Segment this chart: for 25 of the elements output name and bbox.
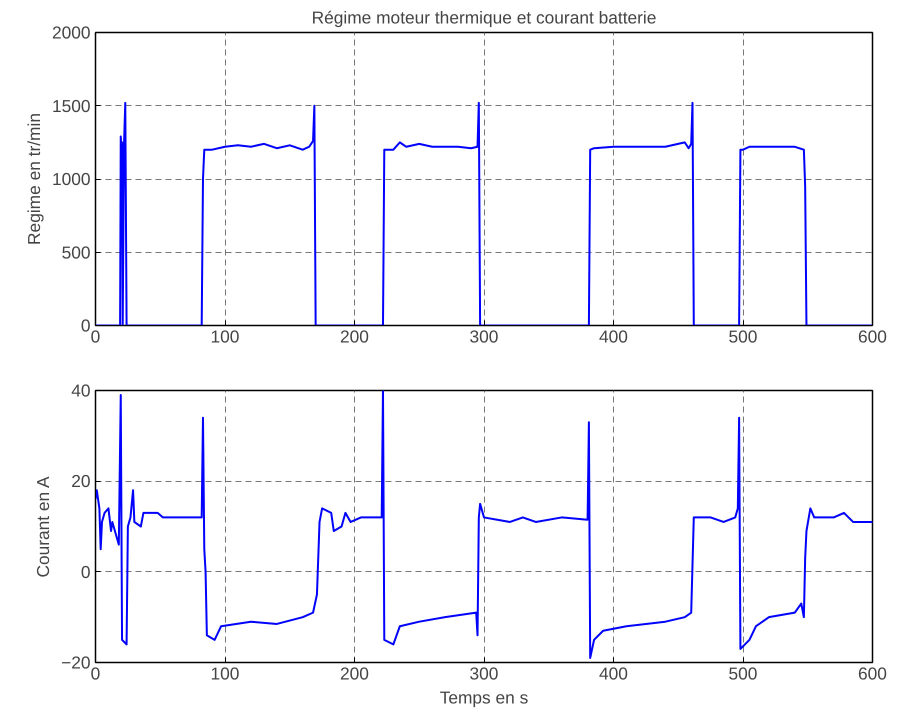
- x-tick-label: 300: [470, 664, 498, 684]
- x-tick-label: 600: [858, 326, 887, 346]
- y-axis-title: Courant en A: [33, 476, 54, 578]
- x-tick-label: 600: [858, 664, 887, 684]
- chart-title: Régime moteur thermique et courant batterie: [312, 8, 656, 28]
- x-axis-title: Temps en s: [440, 688, 529, 708]
- y-tick-label: 500: [62, 242, 91, 262]
- x-tick-label: 100: [210, 664, 240, 684]
- x-tick-label: 100: [210, 326, 240, 346]
- y-tick-label: −20: [61, 652, 91, 672]
- y-tick-label: 1500: [52, 96, 91, 116]
- line-series: [96, 390, 872, 659]
- y-tick-label: 2000: [52, 22, 91, 42]
- y-tick-label: 20: [71, 471, 91, 492]
- x-tick-label: 500: [728, 326, 758, 346]
- x-tick-label: 400: [599, 326, 628, 346]
- x-tick-label: 200: [340, 326, 369, 346]
- y-tick-label: 40: [71, 380, 91, 400]
- y-axis-title: Regime en tr/min: [24, 113, 44, 245]
- y-tick-label: 1000: [52, 169, 91, 189]
- y-tick-label: 0: [80, 562, 91, 582]
- x-tick-label: 500: [728, 664, 758, 684]
- x-tick-label: 400: [599, 664, 628, 684]
- x-tick-label: 200: [340, 664, 369, 684]
- x-tick-label: 300: [470, 326, 498, 346]
